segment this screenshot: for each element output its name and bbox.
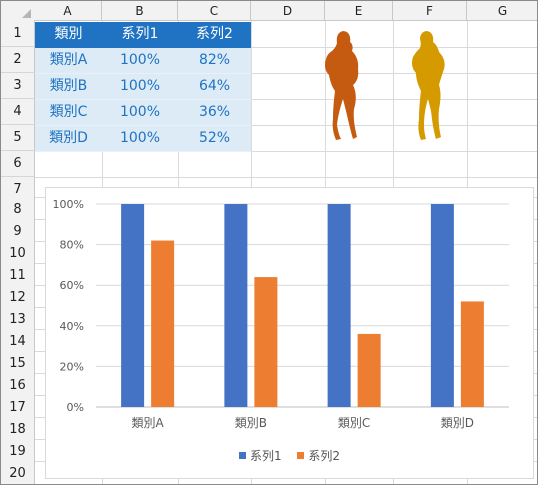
column-header-f[interactable]: F [393, 1, 467, 21]
y-tick-label: 80% [60, 239, 84, 252]
table-cell[interactable]: 類別C [35, 100, 102, 126]
column-header-e[interactable]: E [325, 1, 393, 21]
gridline [35, 47, 537, 48]
table-cell[interactable]: 36% [178, 100, 251, 126]
row-header-6[interactable]: 6 [1, 151, 35, 177]
table-header-cell[interactable]: 系列2 [178, 22, 251, 48]
x-tick-label: 類別C [338, 416, 370, 430]
select-all-icon [22, 9, 31, 18]
row-header-8[interactable]: 8 [1, 197, 35, 223]
row-header-3[interactable]: 3 [1, 73, 35, 99]
woman-silhouette-gold[interactable] [406, 29, 450, 143]
row-header-10[interactable]: 10 [1, 241, 35, 267]
bar-1 [224, 204, 248, 407]
column-header-d[interactable]: D [251, 1, 325, 21]
row-header-20[interactable]: 20 [1, 461, 35, 484]
legend-swatch-series1 [238, 452, 246, 459]
y-tick-label: 0% [67, 401, 84, 414]
silhouette-shape [412, 31, 445, 140]
table-cell[interactable]: 100% [102, 48, 178, 74]
table-cell[interactable]: 100% [102, 100, 178, 126]
legend-label: 系列2 [308, 449, 341, 463]
bar-chart: 0% 20% 40% 60% 80% 100% 類別A 類別B 類別C 類別D [53, 198, 509, 430]
x-tick-label: 類別A [132, 416, 165, 430]
chart-legend[interactable]: 系列1 系列2 [46, 447, 533, 464]
row-header-12[interactable]: 12 [1, 285, 35, 311]
column-header-a[interactable]: A [34, 1, 102, 21]
row-header-4[interactable]: 4 [1, 99, 35, 125]
bar-2 [460, 301, 484, 407]
row-header-5[interactable]: 5 [1, 125, 35, 151]
row-header-2[interactable]: 2 [1, 47, 35, 73]
row-header-16[interactable]: 16 [1, 373, 35, 399]
row-header-19[interactable]: 19 [1, 439, 35, 465]
y-tick-label: 60% [60, 279, 84, 292]
y-tick-label: 100% [53, 198, 84, 211]
table-header-cell[interactable]: 類別 [35, 22, 102, 48]
bar-1 [430, 204, 454, 407]
table-cell[interactable]: 100% [102, 126, 178, 152]
row-header-17[interactable]: 17 [1, 395, 35, 421]
row-header-13[interactable]: 13 [1, 307, 35, 333]
chart-area[interactable]: 0% 20% 40% 60% 80% 100% 類別A 類別B 類別C 類別D 系列1 系列2 [45, 187, 534, 479]
silhouette-shape [325, 31, 359, 140]
gridline [35, 177, 537, 178]
table-cell[interactable]: 類別B [35, 74, 102, 100]
bar-2 [254, 277, 278, 407]
row-header-15[interactable]: 15 [1, 351, 35, 377]
table-cell[interactable]: 類別D [35, 126, 102, 152]
gridline [35, 99, 537, 100]
woman-silhouette-orange[interactable] [319, 29, 363, 143]
legend-label: 系列1 [249, 449, 282, 463]
x-tick-label: 類別B [235, 416, 267, 430]
y-tick-label: 20% [60, 360, 84, 373]
table-header-cell[interactable]: 系列1 [102, 22, 178, 48]
table-cell[interactable]: 64% [178, 74, 251, 100]
x-tick-label: 類別D [441, 416, 474, 430]
table-cell[interactable]: 類別A [35, 48, 102, 74]
column-header-c[interactable]: C [178, 1, 251, 21]
y-tick-label: 40% [60, 320, 84, 333]
legend-swatch-series2 [297, 452, 305, 459]
bar-1 [121, 204, 145, 407]
bar-2 [151, 240, 175, 407]
gridline [35, 73, 537, 74]
row-header-1[interactable]: 1 [1, 21, 35, 47]
bar-1 [327, 204, 351, 407]
table-cell[interactable]: 100% [102, 74, 178, 100]
row-header-18[interactable]: 18 [1, 417, 35, 443]
table-cell[interactable]: 82% [178, 48, 251, 74]
select-all-corner[interactable] [1, 1, 35, 22]
table-cell[interactable]: 52% [178, 126, 251, 152]
gridline [35, 125, 537, 126]
column-header-g[interactable]: G [467, 1, 537, 21]
bar-2 [357, 333, 381, 407]
legend-item-series2[interactable]: 系列2 [297, 447, 340, 464]
legend-item-series1[interactable]: 系列1 [238, 447, 282, 464]
gridline [35, 151, 537, 152]
column-header-b[interactable]: B [102, 1, 178, 21]
